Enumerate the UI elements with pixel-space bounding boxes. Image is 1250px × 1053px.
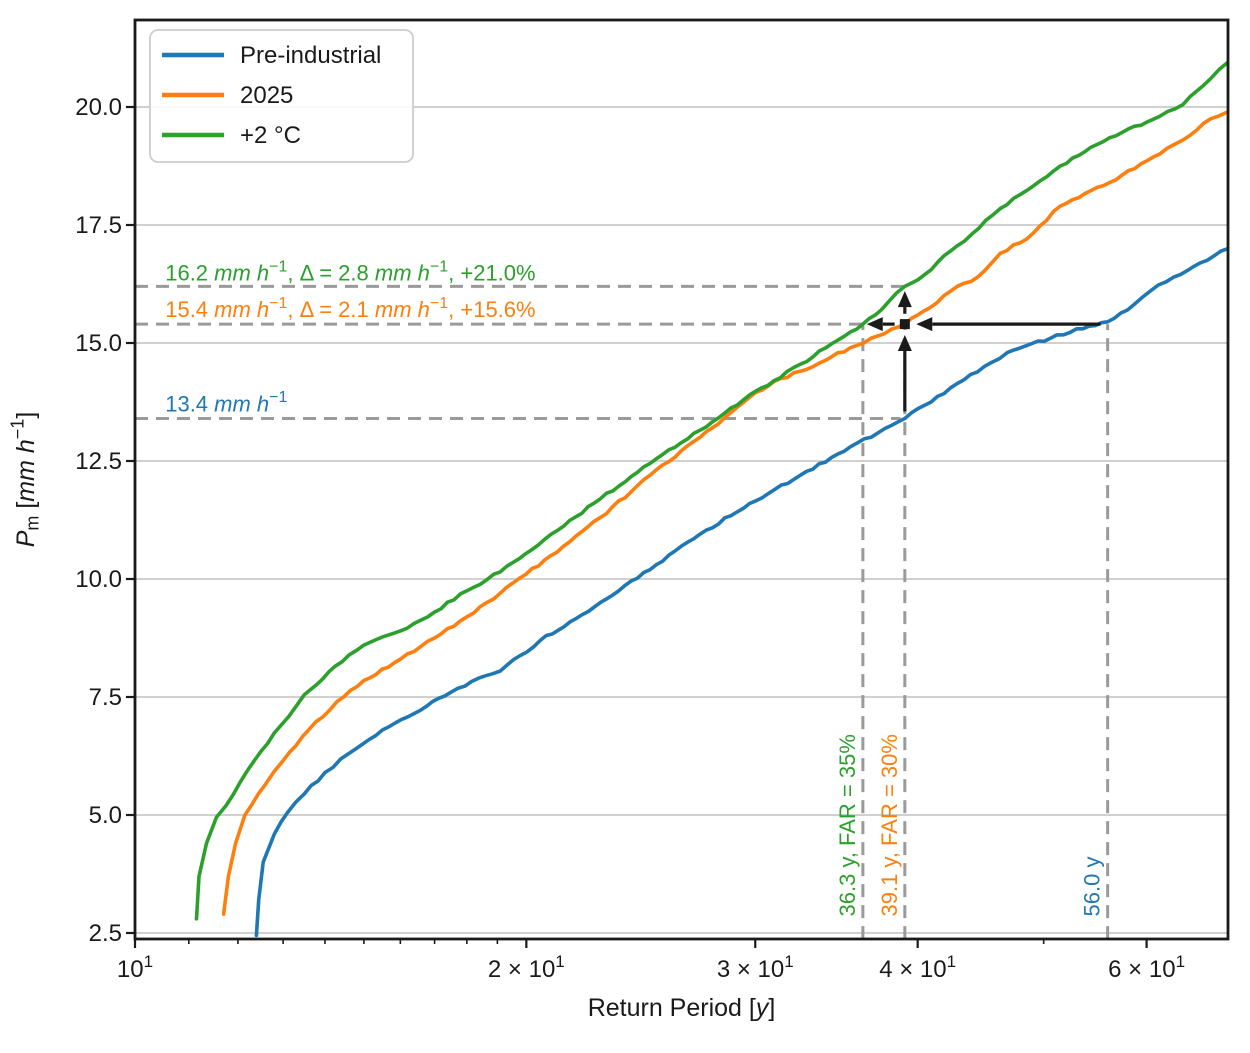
annotation-vertical-label: 36.3 y, FAR = 35% [835,734,860,916]
plot-border [133,18,1230,941]
annotation-arrow-head [897,334,912,351]
annotation-vertical-label: 56.0 y [1080,857,1105,917]
annotation-arrow-head [916,317,933,332]
curve-2025 [221,109,1228,916]
y-tick-label: 12.5 [75,448,122,475]
x-tick-label: 6 × 101 [1108,952,1185,983]
annotation-label: 13.4 mm h−1 [165,389,287,416]
x-axis-label: Return Period [y] [588,994,776,1022]
annotation-vertical-label: 39.1 y, FAR = 30% [877,734,902,916]
annotation-arrow-head [866,317,883,332]
legend-label: +2 °C [240,122,301,149]
x-tick-label: 4 × 101 [879,952,956,983]
curve-2-c [194,60,1228,921]
x-tick-label: 101 [117,952,153,983]
legend-box [149,29,414,163]
y-tick-label: 7.5 [89,684,122,711]
y-tick-label: 17.5 [75,212,122,239]
y-tick-label: 20.0 [75,94,122,121]
y-tick-label: 5.0 [89,802,122,829]
annotation-label: 16.2 mm h−1, Δ = 2.8 mm h−1, +21.0% [165,258,535,285]
x-tick-label: 3 × 101 [717,952,794,983]
y-axis-label: Pm [mm h−1] [8,412,43,548]
y-tick-label: 2.5 [89,920,122,947]
legend-label: Pre-industrial [240,42,381,69]
annotation-label: 15.4 mm h−1, Δ = 2.1 mm h−1, +15.6% [165,295,535,322]
y-tick-label: 15.0 [75,330,122,357]
x-tick-label: 2 × 101 [488,952,565,983]
annotation-arrow-head [897,291,912,308]
legend-label: 2025 [240,82,293,109]
y-tick-label: 10.0 [75,566,122,593]
annotation-marker [899,319,910,330]
curve-pre-industrial [254,246,1228,938]
